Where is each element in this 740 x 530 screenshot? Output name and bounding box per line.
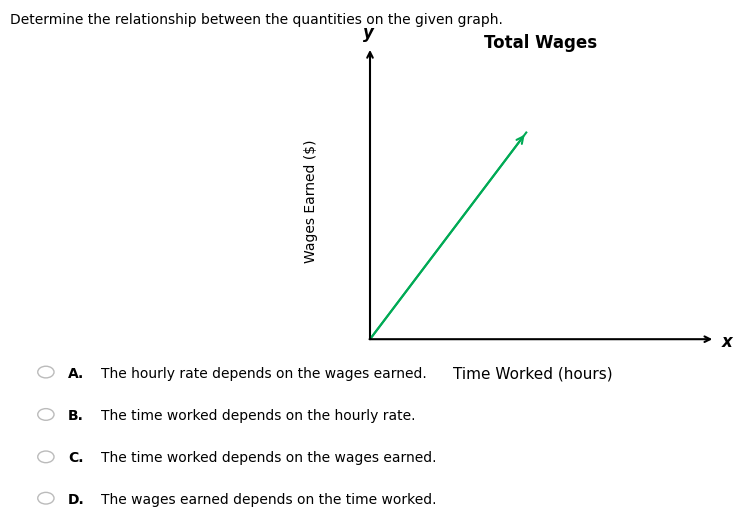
Text: The time worked depends on the hourly rate.: The time worked depends on the hourly ra… <box>101 409 416 423</box>
Text: The wages earned depends on the time worked.: The wages earned depends on the time wor… <box>101 493 437 507</box>
Text: Wages Earned ($): Wages Earned ($) <box>304 139 318 263</box>
Text: y: y <box>363 23 374 41</box>
Text: Total Wages: Total Wages <box>484 34 596 52</box>
Text: D.: D. <box>68 493 85 507</box>
Text: x: x <box>722 333 733 351</box>
Text: Time Worked (hours): Time Worked (hours) <box>453 367 613 382</box>
Text: The time worked depends on the wages earned.: The time worked depends on the wages ear… <box>101 452 437 465</box>
Text: B.: B. <box>68 409 84 423</box>
Text: A.: A. <box>68 367 84 381</box>
Text: Determine the relationship between the quantities on the given graph.: Determine the relationship between the q… <box>10 13 503 27</box>
Text: C.: C. <box>68 452 84 465</box>
Text: The hourly rate depends on the wages earned.: The hourly rate depends on the wages ear… <box>101 367 427 381</box>
